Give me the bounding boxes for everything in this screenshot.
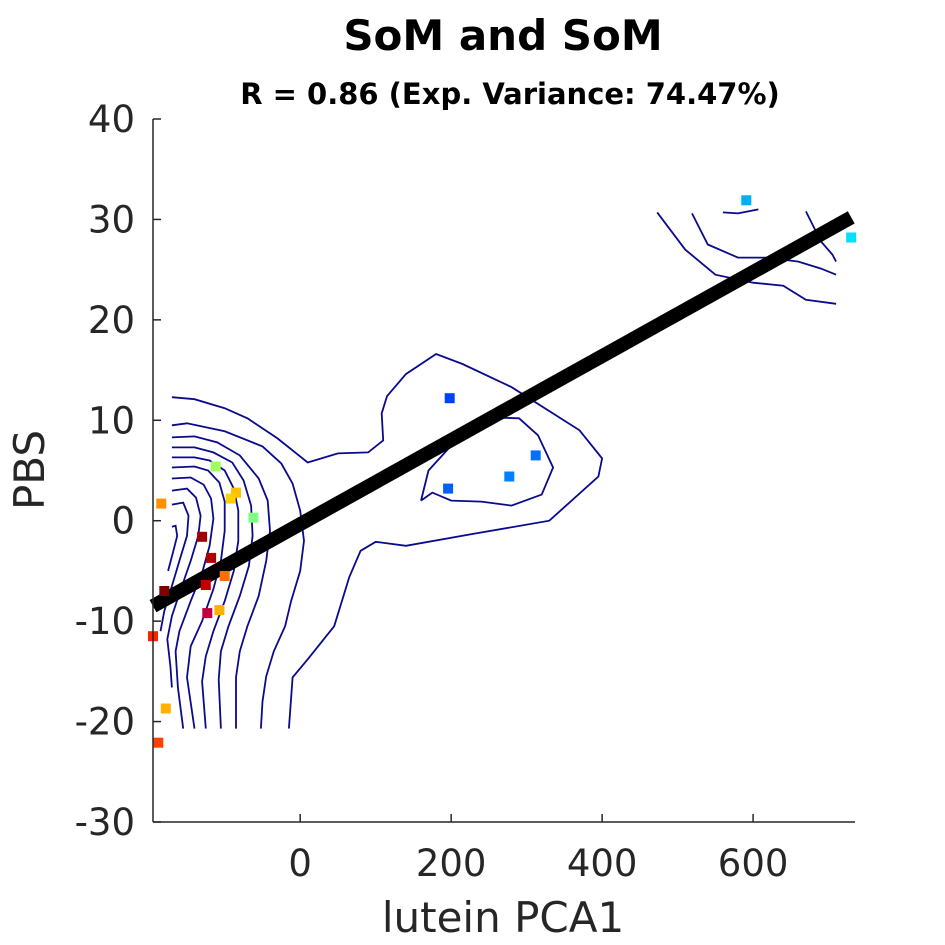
- x-axis-label: lutein PCA1: [382, 893, 624, 942]
- data-point: [231, 487, 241, 498]
- y-tick-label: -30: [75, 801, 135, 844]
- contour-line: [171, 446, 254, 729]
- data-point: [214, 605, 225, 616]
- data-point: [153, 737, 164, 748]
- y-tick-label: -20: [75, 701, 135, 744]
- chart-subtitle: R = 0.86 (Exp. Variance: 74.47%): [240, 77, 780, 111]
- data-point: [248, 512, 259, 523]
- data-point: [197, 531, 208, 542]
- data-point: [225, 493, 236, 504]
- y-tick-label: 10: [88, 399, 135, 442]
- data-point: [741, 195, 752, 206]
- x-tick-label: 0: [288, 842, 312, 885]
- regression-line: [149, 211, 855, 613]
- chart-title: SoM and SoM: [343, 11, 662, 60]
- contour-line: [171, 422, 305, 729]
- data-point: [846, 232, 857, 243]
- x-tick-label: 600: [718, 842, 789, 885]
- contour-line: [656, 211, 837, 305]
- contour-line: [805, 210, 837, 263]
- contour-line: [167, 524, 179, 572]
- y-axis-ticks: 40 30 20 10 0 -10 -20 -30: [75, 98, 161, 844]
- data-point: [444, 393, 455, 404]
- y-tick-label: -10: [75, 600, 135, 643]
- data-point: [443, 483, 454, 494]
- data-point: [202, 608, 213, 619]
- y-tick-label: 20: [88, 299, 135, 342]
- data-point: [219, 571, 230, 581]
- data-point: [530, 450, 541, 461]
- contour-line: [171, 476, 215, 729]
- x-tick-label: 200: [416, 842, 487, 885]
- data-point: [159, 586, 170, 596]
- x-axis-ticks: 0 200 400 600: [288, 814, 788, 885]
- contour-line: [159, 501, 190, 632]
- y-axis-label: PBS: [5, 430, 54, 510]
- contour-line: [722, 208, 759, 215]
- contour-line: [171, 435, 271, 729]
- contour-line: [171, 465, 226, 729]
- data-point: [200, 580, 211, 590]
- contour-line: [171, 456, 240, 729]
- data-point: [210, 461, 221, 472]
- y-tick-label: 40: [88, 98, 135, 141]
- contour-line: [171, 352, 604, 729]
- data-point: [156, 498, 167, 509]
- regression-line-group: [149, 211, 855, 613]
- data-point: [160, 703, 171, 714]
- data-point: [504, 471, 515, 482]
- y-tick-label: 30: [88, 198, 135, 241]
- contour-line: [420, 416, 555, 507]
- x-tick-label: 400: [567, 842, 638, 885]
- data-point: [206, 552, 217, 563]
- contour-line: [166, 487, 202, 688]
- y-tick-label: 0: [111, 500, 135, 543]
